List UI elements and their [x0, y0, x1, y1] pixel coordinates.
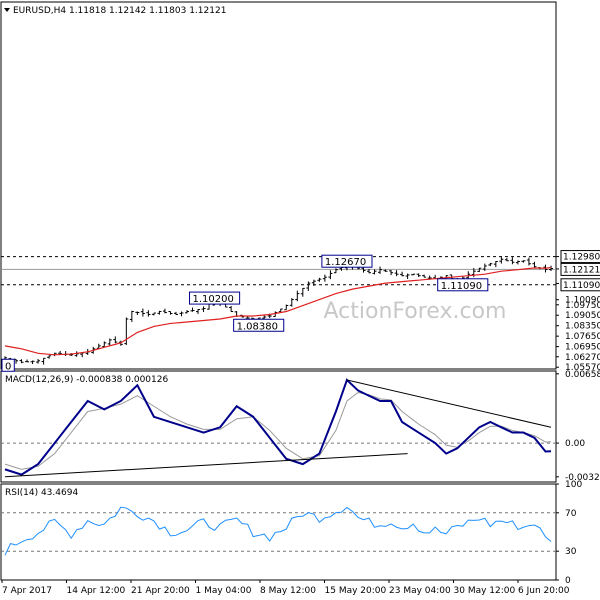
price-panel	[0, 1, 557, 370]
price-axis-tick-label: 1.09050	[565, 311, 600, 321]
triangle-down-icon	[4, 8, 10, 12]
macd-axis-tick-label: -0.003208	[565, 473, 600, 483]
macd-axis-tick-label: 0.006581	[565, 370, 600, 380]
rsi-axis-tick-label: 100	[565, 480, 582, 490]
macd-panel	[0, 370, 557, 483]
macd-main-line	[4, 378, 552, 476]
price-axis-tag-label: 1.12980	[563, 253, 600, 263]
rsi-title: RSI(14) 43.4694	[5, 488, 78, 498]
price-annotation-label: 1.08380	[237, 321, 278, 332]
price-axis-tick-label: 1.06270	[565, 353, 600, 363]
price-axis-tick-label: 1.10090	[565, 296, 600, 306]
x-axis-tick-label: 14 Apr 12:00	[67, 586, 126, 596]
x-axis-tick-label: 23 May 04:00	[389, 586, 451, 596]
rsi-line	[4, 506, 552, 556]
price-axis-tag	[560, 262, 600, 276]
price-axis-tick-label: 1.05570	[565, 363, 600, 373]
price-annotation-box	[189, 291, 241, 305]
macd-trendline	[4, 453, 408, 478]
price-axis-tick-label: 1.09750	[565, 301, 600, 311]
x-axis-tick-label: 1 May 04:00	[196, 586, 252, 596]
price-axis-tag-label: 1.11090	[563, 281, 600, 291]
price-annotation-label: 0	[5, 361, 11, 372]
x-axis-tick-label: 15 May 20:00	[325, 586, 387, 596]
price-axis-tick-label: 1.07650	[565, 332, 600, 342]
price-annotation-box	[321, 254, 373, 268]
price-axis-tag	[560, 250, 600, 264]
price-annotation-box	[437, 278, 489, 292]
watermark-text: ActionForex.com	[324, 299, 507, 324]
rsi-axis-tick-label: 30	[565, 547, 577, 557]
price-annotation-box	[1, 358, 15, 372]
macd-trendline	[346, 379, 552, 428]
price-axis-tick-label: 1.08350	[565, 322, 600, 332]
macd-axis-tick-label: 0.00	[565, 439, 585, 449]
x-axis-tick-label: 21 Apr 20:00	[131, 586, 190, 596]
price-axis-tick-label: 1.06950	[565, 343, 600, 353]
price-annotation-box	[233, 318, 285, 332]
price-annotation-label: 1.12670	[325, 257, 366, 268]
moving-average-line	[4, 266, 552, 356]
macd-signal-line	[4, 392, 552, 470]
rsi-axis-tick-label: 0	[565, 576, 571, 586]
price-chart-title: EURUSD,H4 1.11818 1.12142 1.11803 1.1212…	[13, 6, 226, 16]
price-axis-tag-label: 1.12121	[563, 265, 600, 275]
x-axis-tick-label: 7 Apr 2017	[2, 586, 52, 596]
price-annotation-label: 1.10200	[193, 294, 234, 305]
x-axis-tick-label: 30 May 12:00	[454, 586, 516, 596]
macd-title: MACD(12,26,9) -0.000838 0.000126	[5, 375, 168, 385]
price-axis-tag	[560, 278, 600, 292]
rsi-axis-tick-label: 70	[565, 509, 577, 519]
rsi-panel	[0, 483, 557, 581]
price-annotation-label: 1.11090	[441, 281, 482, 292]
x-axis-tick-label: 8 May 12:00	[260, 586, 316, 596]
x-axis-tick-label: 6 Jun 20:00	[518, 586, 570, 596]
